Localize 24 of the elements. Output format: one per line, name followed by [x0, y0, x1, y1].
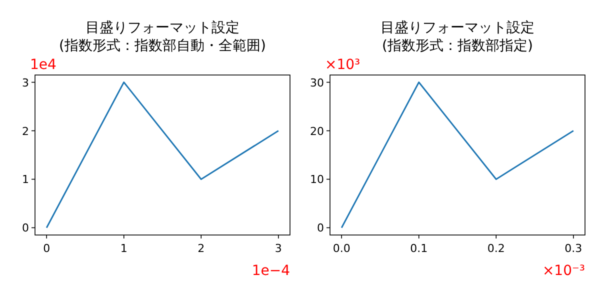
y-tick-label: 1 — [22, 173, 29, 186]
x-tick-label: 0.3 — [564, 242, 582, 255]
x-tick-label: 2 — [198, 242, 205, 255]
text: ×10⁻³ — [542, 263, 585, 279]
x-tick-label: 0.0 — [332, 242, 350, 255]
line-series — [46, 82, 280, 228]
y-tick-label: 3 — [22, 76, 29, 90]
x-tick-label: 1 — [120, 242, 128, 255]
y-tick-label: 0 — [317, 222, 324, 235]
chart-title: 目盛りフォーマット設定 (指数形式：指数部自動・全範囲) — [59, 20, 266, 54]
y-tick-label: 0 — [22, 222, 29, 235]
text: 1e−4 — [252, 263, 290, 279]
y-tick-label: 30 — [310, 76, 324, 90]
chart-title: 目盛りフォーマット設定 (指数形式：指数部指定) — [380, 20, 534, 54]
line-series — [340, 82, 574, 228]
text: ×10³ — [325, 57, 360, 73]
x-tick-label: 0.2 — [487, 242, 505, 255]
x-tick-label: 3 — [274, 242, 282, 255]
x-tick-label: 0 — [43, 242, 50, 255]
text: 1e4 — [30, 57, 57, 73]
y-tick-label: 2 — [22, 124, 29, 138]
x-tick-label: 0.1 — [410, 242, 428, 255]
y-tick-label: 10 — [310, 173, 324, 186]
y-tick-label: 20 — [310, 124, 324, 138]
